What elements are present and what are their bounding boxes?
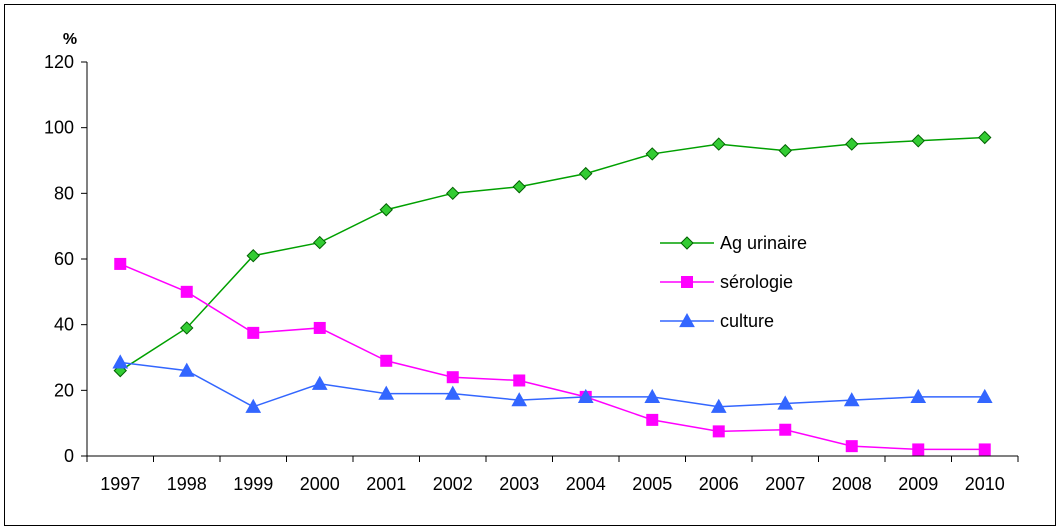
- data-point: [180, 321, 194, 335]
- chart-frame: [4, 4, 1056, 526]
- data-point: [843, 392, 860, 407]
- data-point: [712, 425, 725, 438]
- data-point: [912, 443, 925, 456]
- x-tick-label: 2006: [699, 474, 739, 494]
- y-tick-label: 60: [54, 249, 74, 269]
- y-tick-label: 100: [44, 118, 74, 138]
- data-point: [777, 395, 794, 410]
- legend-label: culture: [720, 311, 774, 331]
- data-point: [112, 354, 129, 369]
- legend-marker: [679, 312, 695, 328]
- x-tick-label: 2010: [965, 474, 1005, 494]
- data-point: [779, 423, 792, 436]
- data-point: [645, 147, 659, 161]
- y-tick-label: 120: [44, 52, 74, 72]
- data-point: [579, 166, 593, 181]
- data-point: [313, 321, 326, 334]
- y-axis-unit-label: %: [63, 31, 77, 48]
- legend: Ag urinaire sérologie culture: [660, 233, 807, 331]
- x-tick-label: 2002: [433, 474, 473, 494]
- series-line: [119, 263, 985, 451]
- data-point: [911, 134, 925, 148]
- legend-item-culture: culture: [660, 311, 774, 331]
- data-point: [910, 388, 927, 403]
- y-tick-label: 0: [64, 446, 74, 466]
- x-tick-label: 1999: [233, 474, 273, 494]
- y-tick-label: 20: [54, 380, 74, 400]
- legend-marker: [681, 276, 693, 288]
- legend-item-s-rologie: sérologie: [660, 272, 793, 292]
- data-point: [313, 235, 327, 250]
- data-point: [247, 326, 260, 339]
- series-layer: [112, 130, 993, 456]
- legend-marker: [680, 236, 694, 250]
- series-line: [119, 136, 985, 372]
- x-tick-label: 2005: [632, 474, 672, 494]
- series-culture: [112, 354, 993, 413]
- legend-label: Ag urinaire: [720, 233, 807, 253]
- axes: 0 20 40 60 80 100 120 1997 1998 1999 2000 2001 2002 2…: [44, 52, 1019, 494]
- x-tick-label: 2001: [366, 474, 406, 494]
- y-tick-label: 40: [54, 315, 74, 335]
- data-point: [378, 385, 395, 400]
- data-point: [646, 413, 659, 426]
- data-point: [245, 398, 262, 413]
- x-tick-label: 2008: [832, 474, 872, 494]
- x-tick-label: 1997: [100, 474, 140, 494]
- data-point: [577, 388, 594, 403]
- x-tick-label: 2007: [765, 474, 805, 494]
- data-point: [444, 385, 461, 400]
- data-point: [644, 388, 661, 403]
- series-s-rologie: [114, 257, 991, 456]
- data-point: [380, 354, 393, 367]
- data-point: [446, 186, 460, 201]
- data-point: [114, 257, 127, 270]
- y-tick-label: 80: [54, 183, 74, 203]
- data-point: [311, 375, 328, 390]
- x-tick-label: 1998: [167, 474, 207, 494]
- data-point: [512, 180, 526, 194]
- x-tick-label: 2004: [566, 474, 606, 494]
- data-point: [178, 362, 195, 377]
- data-point: [513, 374, 526, 387]
- x-tick-label: 2009: [898, 474, 938, 494]
- data-point: [446, 371, 459, 384]
- data-point: [712, 137, 726, 151]
- data-point: [845, 440, 858, 453]
- data-point: [710, 398, 727, 413]
- data-point: [978, 443, 991, 456]
- x-tick-label: 2003: [499, 474, 539, 494]
- legend-label: sérologie: [720, 272, 793, 292]
- data-point: [511, 392, 528, 407]
- series-line: [120, 361, 985, 408]
- data-point: [978, 130, 992, 145]
- series-ag-urinaire: [113, 130, 992, 378]
- legend-item-ag-urinaire: Ag urinaire: [660, 233, 807, 253]
- data-point: [778, 143, 792, 158]
- data-point: [246, 249, 260, 263]
- data-point: [976, 388, 993, 403]
- data-point: [379, 203, 393, 217]
- data-point: [845, 137, 859, 151]
- data-point: [180, 285, 193, 298]
- x-tick-label: 2000: [300, 474, 340, 494]
